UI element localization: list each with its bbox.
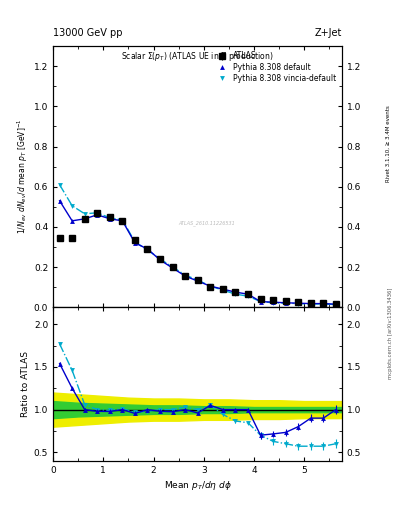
- Pythia 8.308 default: [233, 289, 238, 295]
- Pythia 8.308 vincia-default: [83, 211, 87, 217]
- Text: 13000 GeV pp: 13000 GeV pp: [53, 28, 123, 38]
- Line: Pythia 8.308 vincia-default: Pythia 8.308 vincia-default: [57, 182, 338, 307]
- Pythia 8.308 default: [170, 265, 175, 271]
- Text: Z+Jet: Z+Jet: [314, 28, 342, 38]
- Text: ATLAS_2610.11226531: ATLAS_2610.11226531: [178, 221, 235, 226]
- Pythia 8.308 default: [271, 299, 275, 305]
- Pythia 8.308 default: [246, 291, 250, 297]
- Pythia 8.308 vincia-default: [70, 203, 75, 209]
- Pythia 8.308 vincia-default: [195, 277, 200, 283]
- Pythia 8.308 vincia-default: [283, 300, 288, 306]
- Pythia 8.308 default: [309, 301, 313, 307]
- Pythia 8.308 vincia-default: [120, 217, 125, 223]
- Text: Rivet 3.1.10, ≥ 3.4M events: Rivet 3.1.10, ≥ 3.4M events: [386, 105, 391, 182]
- Pythia 8.308 vincia-default: [246, 293, 250, 299]
- Y-axis label: $1/N_{ev}\ dN_{ev}/d\ \mathrm{mean}\ p_T\ [\mathrm{GeV}]^{-1}$: $1/N_{ev}\ dN_{ev}/d\ \mathrm{mean}\ p_T…: [15, 119, 29, 234]
- Pythia 8.308 vincia-default: [220, 287, 225, 293]
- Pythia 8.308 default: [158, 257, 162, 263]
- Pythia 8.308 default: [183, 273, 187, 279]
- Pythia 8.308 vincia-default: [107, 215, 112, 221]
- Y-axis label: Ratio to ATLAS: Ratio to ATLAS: [21, 351, 29, 417]
- Line: Pythia 8.308 default: Pythia 8.308 default: [57, 198, 338, 307]
- Pythia 8.308 vincia-default: [145, 247, 150, 253]
- X-axis label: Mean $p_T/d\eta\ d\phi$: Mean $p_T/d\eta\ d\phi$: [163, 479, 231, 492]
- Pythia 8.308 default: [195, 278, 200, 284]
- Pythia 8.308 default: [95, 212, 99, 218]
- Text: mcplots.cern.ch [arXiv:1306.3436]: mcplots.cern.ch [arXiv:1306.3436]: [387, 287, 393, 378]
- Pythia 8.308 default: [321, 301, 326, 307]
- Pythia 8.308 vincia-default: [57, 182, 62, 188]
- Pythia 8.308 default: [120, 218, 125, 224]
- Pythia 8.308 default: [145, 246, 150, 252]
- Pythia 8.308 default: [296, 300, 301, 306]
- Pythia 8.308 vincia-default: [296, 301, 301, 307]
- Pythia 8.308 default: [334, 301, 338, 307]
- Pythia 8.308 vincia-default: [132, 239, 137, 245]
- Pythia 8.308 vincia-default: [208, 283, 213, 289]
- Legend: ATLAS, Pythia 8.308 default, Pythia 8.308 vincia-default: ATLAS, Pythia 8.308 default, Pythia 8.30…: [210, 48, 340, 86]
- Pythia 8.308 default: [83, 216, 87, 222]
- Pythia 8.308 default: [220, 286, 225, 292]
- Pythia 8.308 default: [258, 298, 263, 305]
- Pythia 8.308 default: [132, 240, 137, 246]
- Pythia 8.308 default: [208, 283, 213, 289]
- Pythia 8.308 default: [70, 218, 75, 224]
- Pythia 8.308 vincia-default: [258, 298, 263, 305]
- Pythia 8.308 vincia-default: [321, 301, 326, 307]
- Pythia 8.308 vincia-default: [233, 291, 238, 297]
- Pythia 8.308 vincia-default: [334, 302, 338, 308]
- Pythia 8.308 vincia-default: [271, 300, 275, 306]
- Pythia 8.308 vincia-default: [309, 301, 313, 307]
- Pythia 8.308 vincia-default: [183, 272, 187, 278]
- Pythia 8.308 default: [57, 198, 62, 204]
- Pythia 8.308 default: [283, 300, 288, 306]
- Pythia 8.308 vincia-default: [158, 256, 162, 262]
- Text: Scalar $\Sigma(p_T)$ (ATLAS UE in Z production): Scalar $\Sigma(p_T)$ (ATLAS UE in Z prod…: [121, 50, 274, 63]
- Pythia 8.308 vincia-default: [95, 210, 99, 216]
- Pythia 8.308 vincia-default: [170, 264, 175, 270]
- Pythia 8.308 default: [107, 216, 112, 222]
